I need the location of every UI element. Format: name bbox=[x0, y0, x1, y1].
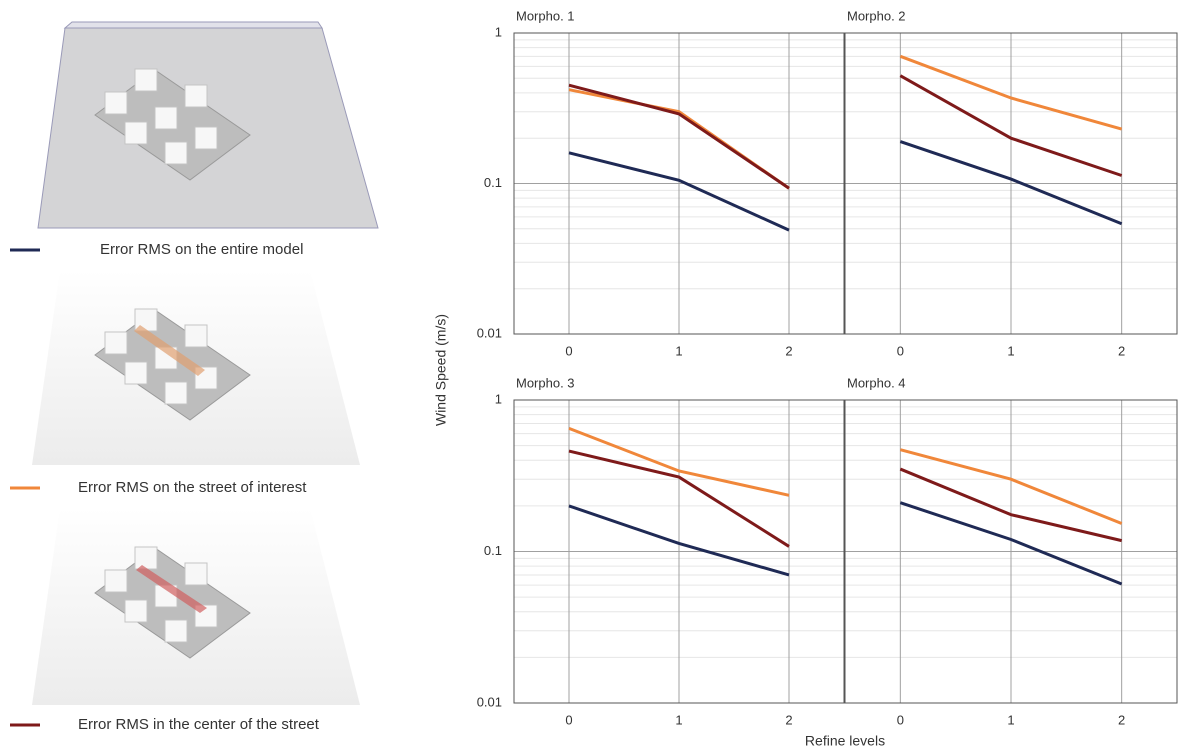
y-tick-label: 0.01 bbox=[477, 325, 502, 340]
y-axis-label: Wind Speed (m/s) bbox=[433, 314, 449, 426]
series-line bbox=[899, 467, 1123, 543]
y-tick-label: 0.01 bbox=[477, 694, 502, 709]
plot-frame bbox=[844, 399, 1178, 704]
building bbox=[194, 126, 218, 150]
building bbox=[134, 546, 158, 570]
building bbox=[184, 562, 208, 586]
building bbox=[124, 361, 148, 385]
building bbox=[104, 91, 128, 115]
x-tick-label: 1 bbox=[675, 343, 682, 358]
legend-label: Error RMS on the entire model bbox=[100, 241, 303, 258]
building bbox=[104, 569, 128, 593]
series-line bbox=[568, 449, 790, 548]
chart-title: Morpho. 1 bbox=[516, 8, 575, 23]
building bbox=[104, 331, 128, 355]
plot-frame bbox=[513, 399, 845, 704]
legend-label: Error RMS in the center of the street bbox=[78, 716, 320, 733]
series-line bbox=[568, 151, 790, 232]
y-tick-label: 1 bbox=[495, 24, 502, 39]
x-tick-label: 2 bbox=[785, 343, 792, 358]
x-tick-label: 2 bbox=[785, 712, 792, 727]
building bbox=[184, 84, 208, 108]
x-tick-label: 0 bbox=[897, 712, 904, 727]
series-line bbox=[568, 83, 790, 190]
x-tick-label: 0 bbox=[565, 712, 572, 727]
building bbox=[134, 68, 158, 92]
chart-title: Morpho. 2 bbox=[847, 8, 906, 23]
building bbox=[154, 106, 178, 130]
x-tick-label: 2 bbox=[1118, 343, 1125, 358]
x-tick-label: 0 bbox=[565, 343, 572, 358]
y-tick-label: 0.1 bbox=[484, 175, 502, 190]
series-line bbox=[899, 54, 1123, 131]
chart-title: Morpho. 3 bbox=[516, 375, 575, 390]
x-tick-label: 1 bbox=[1007, 343, 1014, 358]
street-highlight bbox=[134, 325, 205, 376]
y-tick-label: 0.1 bbox=[484, 543, 502, 558]
series-line bbox=[899, 74, 1123, 177]
building bbox=[164, 141, 188, 165]
series-line bbox=[899, 501, 1123, 586]
x-tick-label: 1 bbox=[675, 712, 682, 727]
y-tick-label: 1 bbox=[495, 391, 502, 406]
x-axis-label: Refine levels bbox=[805, 733, 885, 749]
series-line bbox=[568, 504, 790, 577]
building bbox=[124, 121, 148, 145]
x-tick-label: 1 bbox=[1007, 712, 1014, 727]
building bbox=[164, 619, 188, 643]
x-tick-label: 2 bbox=[1118, 712, 1125, 727]
building bbox=[124, 599, 148, 623]
building bbox=[164, 381, 188, 405]
series-line bbox=[568, 426, 790, 497]
chart-title: Morpho. 4 bbox=[847, 375, 906, 390]
building bbox=[184, 324, 208, 348]
legend-label: Error RMS on the street of interest bbox=[78, 479, 307, 496]
series-line bbox=[899, 140, 1123, 226]
street-center-highlight bbox=[136, 565, 207, 613]
plot-frame bbox=[844, 32, 1178, 335]
x-tick-label: 0 bbox=[897, 343, 904, 358]
series-line bbox=[899, 448, 1123, 525]
plot-frame bbox=[513, 32, 845, 335]
